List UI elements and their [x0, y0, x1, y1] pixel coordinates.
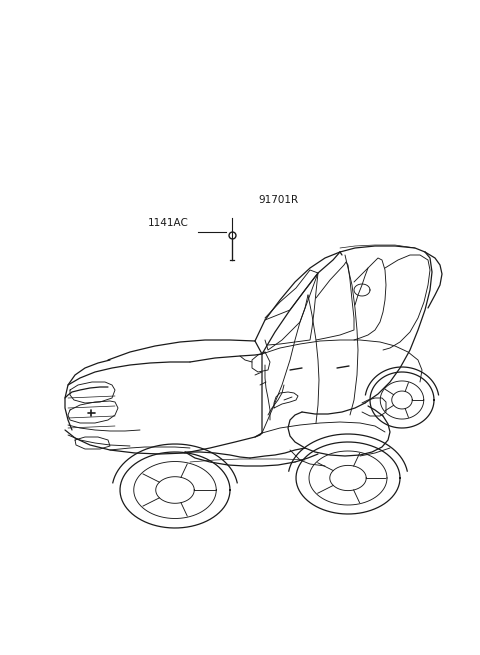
Text: 91701R: 91701R [258, 195, 298, 205]
Text: 1141AC: 1141AC [148, 218, 189, 228]
